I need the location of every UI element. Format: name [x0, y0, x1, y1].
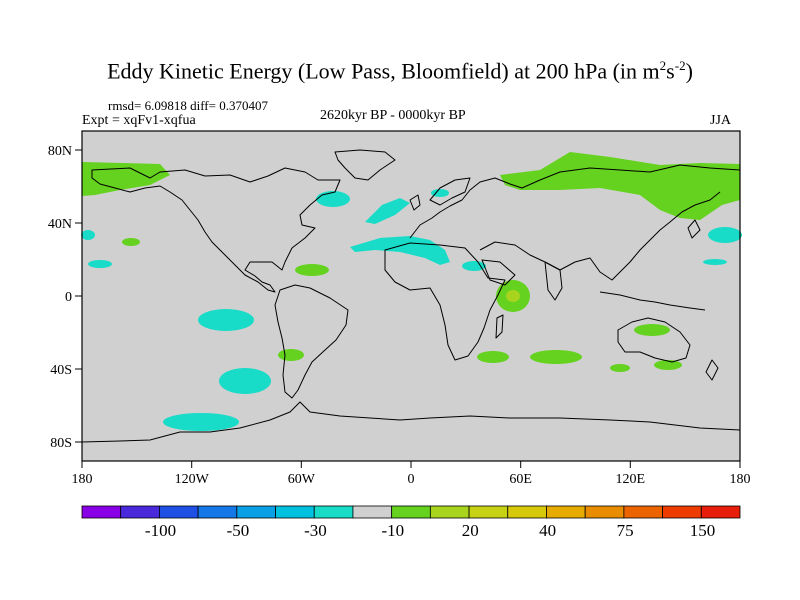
pacific-west-patch [81, 230, 95, 240]
lat-tick-label: 80N [48, 144, 72, 159]
tasman-patch [610, 364, 630, 372]
lon-tick-label: 180 [730, 472, 751, 487]
colorbar-box [236, 505, 276, 519]
indian-patch-west [477, 351, 509, 363]
midatlantic-patch [350, 236, 450, 265]
coast-scandinavia [429, 177, 471, 206]
colorbar-label: -50 [227, 521, 250, 540]
coast-arabia [481, 259, 516, 286]
lat-tick-label: 80S [50, 436, 72, 451]
map-axes: 180 120W 60W 0 60E 120E 180 80N 40N 0 40… [48, 144, 751, 487]
colorbar-box [700, 505, 741, 519]
colorbar-box [507, 505, 547, 519]
tropical-atlantic-patch [462, 261, 486, 271]
lat-tick-label: 40S [50, 363, 72, 378]
colorbar-box [429, 505, 470, 519]
arctic-patch-eastedge [720, 168, 740, 196]
colorbar-label: -100 [145, 521, 176, 540]
coast-australia [617, 317, 691, 363]
colorbar-label: -10 [381, 521, 404, 540]
coast-africa [384, 242, 506, 361]
season-label: JJA [710, 113, 732, 128]
colorbar-box [313, 505, 354, 519]
colorbar-label: -30 [304, 521, 327, 540]
lat-tick-label: 40N [48, 217, 72, 232]
coast-south-america [274, 284, 349, 399]
coastlines [81, 149, 741, 443]
coast-europe [409, 164, 741, 239]
lon-tick-label: 60W [288, 472, 316, 487]
lon-tick-label: 180 [72, 472, 93, 487]
colorbar-label: 20 [462, 521, 479, 540]
colorbar-box [120, 505, 160, 519]
colorbar-box [584, 505, 625, 519]
lon-tick-label: 120E [616, 472, 646, 487]
colorbar-box [468, 505, 509, 519]
colorbar-label: 150 [690, 521, 716, 540]
labrador-patch [316, 191, 350, 207]
pacific-patch [122, 238, 140, 246]
experiment-label: Expt = xqFv1-xqfua [82, 113, 196, 128]
stats-text: rmsd= 6.09818 diff= 0.370407 [108, 98, 268, 113]
coast-japan [687, 219, 701, 239]
coast-india [544, 261, 563, 301]
coast-new-zealand [705, 359, 719, 381]
southern-ocean-patch [163, 413, 239, 431]
lat-ticks [75, 149, 82, 443]
colorbar-box [546, 505, 586, 519]
negative-anomaly-regions [81, 189, 742, 431]
lon-ticks [81, 461, 741, 468]
lon-tick-label: 60E [509, 472, 532, 487]
period-label: 2620kyr BP - 0000kyr BP [320, 108, 466, 123]
positive-anomaly-regions [82, 152, 740, 372]
colorbar-label: 75 [617, 521, 634, 540]
north-sea-patch [431, 189, 449, 197]
lon-tick-labels: 180 120W 60W 0 60E 120E 180 [72, 472, 751, 487]
colorbar-box [623, 505, 663, 519]
pacific-south-patch [654, 360, 682, 370]
colorbar-labels: -100 -50 -30 -10 20 40 75 150 [145, 521, 715, 540]
atlantic-patch [295, 264, 329, 276]
coast-asia-south [479, 191, 721, 281]
lat-tick-labels: 80N 40N 0 40S 80S [48, 144, 72, 451]
colorbar-box [197, 505, 238, 519]
coast-greenland [334, 149, 396, 181]
southatlantic-patch [278, 349, 304, 361]
lat-tick-label: 0 [65, 290, 72, 305]
pacific-east-patch [708, 227, 742, 243]
colorbar: -100 -50 -30 -10 20 40 75 150 [81, 505, 741, 540]
coast-north-america [91, 167, 341, 293]
lon-tick-label: 0 [408, 472, 415, 487]
coast-indonesia [599, 291, 706, 311]
south-pacific-patch [198, 309, 254, 331]
coast-british-isles [409, 194, 421, 211]
indian-patch-mid [530, 350, 582, 364]
colorbar-boxes [81, 505, 741, 519]
north-atlantic-patch [365, 198, 410, 224]
arabian-core-patch [506, 290, 520, 302]
australia-patch [634, 324, 670, 336]
map-panel [81, 130, 742, 462]
colorbar-box [81, 505, 122, 519]
colorbar-label: 40 [539, 521, 556, 540]
southeast-pacific-patch [219, 368, 271, 394]
colorbar-box [159, 505, 199, 519]
colorbar-box [391, 505, 431, 519]
coast-madagascar [495, 314, 504, 339]
colorbar-box [662, 505, 702, 519]
colorbar-box [352, 505, 393, 519]
lon-tick-label: 120W [175, 472, 210, 487]
arctic-patch-east [500, 152, 740, 220]
arctic-patch-west [82, 162, 170, 196]
pacific-west-patch2 [88, 260, 112, 268]
pacific-east-patch2 [703, 259, 727, 265]
colorbar-box [275, 505, 315, 519]
plot-title: Eddy Kinetic Energy (Low Pass, Bloomfiel… [107, 58, 693, 84]
coast-antarctica [81, 401, 741, 443]
